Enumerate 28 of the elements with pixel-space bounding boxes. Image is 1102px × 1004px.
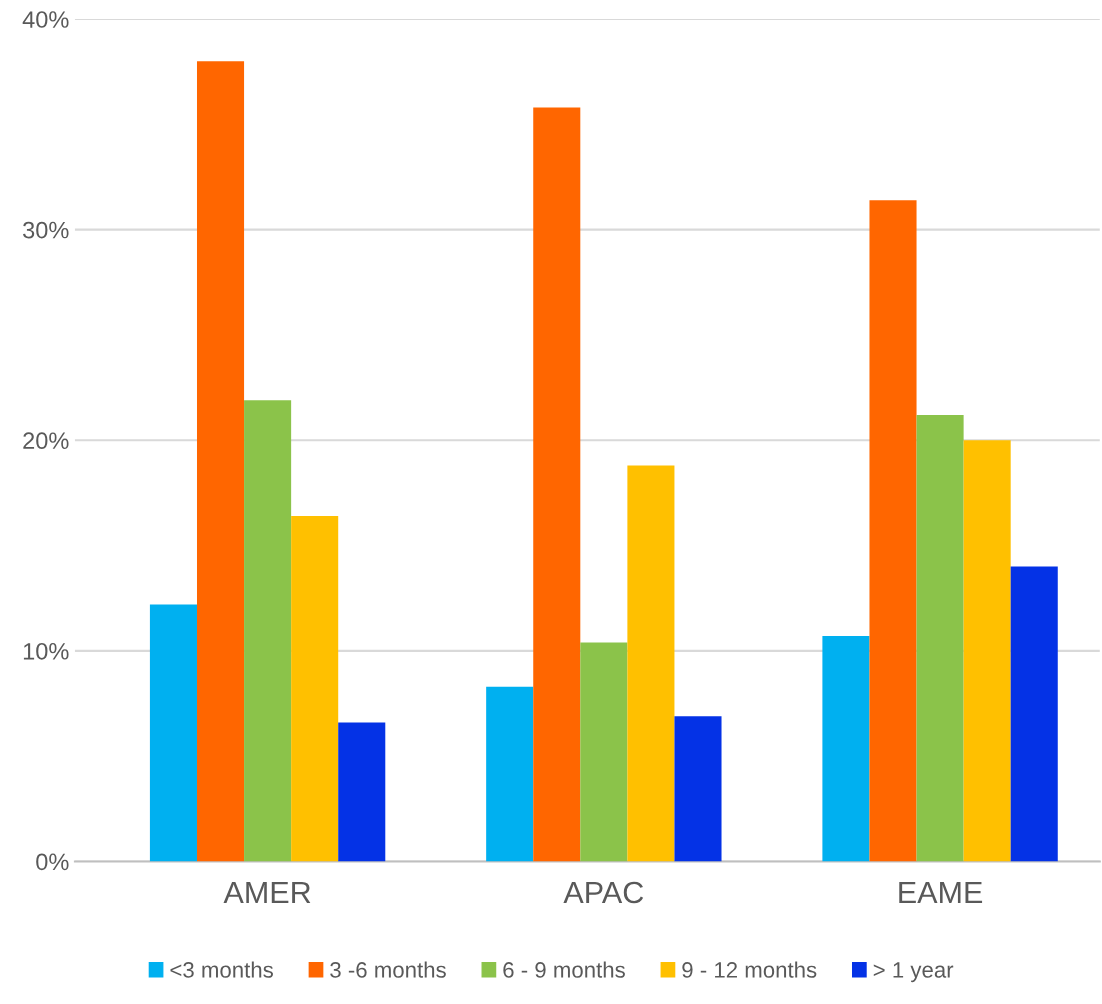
bar — [149, 604, 197, 862]
y-tick-label: 30% — [23, 221, 69, 239]
legend-label: 9 - 12 months — [682, 961, 817, 978]
bar — [338, 722, 386, 862]
y-tick-label: 0% — [36, 853, 69, 871]
bar — [1010, 566, 1058, 862]
bar — [627, 465, 675, 862]
legend-label: 6 - 9 months — [503, 961, 625, 978]
legend-label: <3 months — [170, 961, 273, 978]
bar — [486, 686, 534, 862]
bar — [869, 200, 917, 862]
bar — [291, 516, 339, 862]
legend-label: > 1 year — [873, 962, 954, 983]
bar — [580, 642, 628, 862]
x-tick-label: AMER — [223, 882, 311, 904]
y-tick-label: 10% — [23, 642, 69, 660]
x-tick-label: APAC — [563, 881, 644, 904]
bar — [244, 400, 292, 862]
x-tick-label: EAME — [899, 882, 983, 904]
y-tick-label: 40% — [22, 11, 69, 28]
bar — [674, 716, 722, 862]
bar — [963, 440, 1011, 862]
y-tick-label: 20% — [23, 432, 69, 450]
bar — [916, 414, 964, 862]
bar — [533, 107, 581, 862]
bar — [822, 636, 870, 862]
legend-label: 3 -6 months — [330, 961, 446, 978]
bar — [196, 61, 245, 862]
